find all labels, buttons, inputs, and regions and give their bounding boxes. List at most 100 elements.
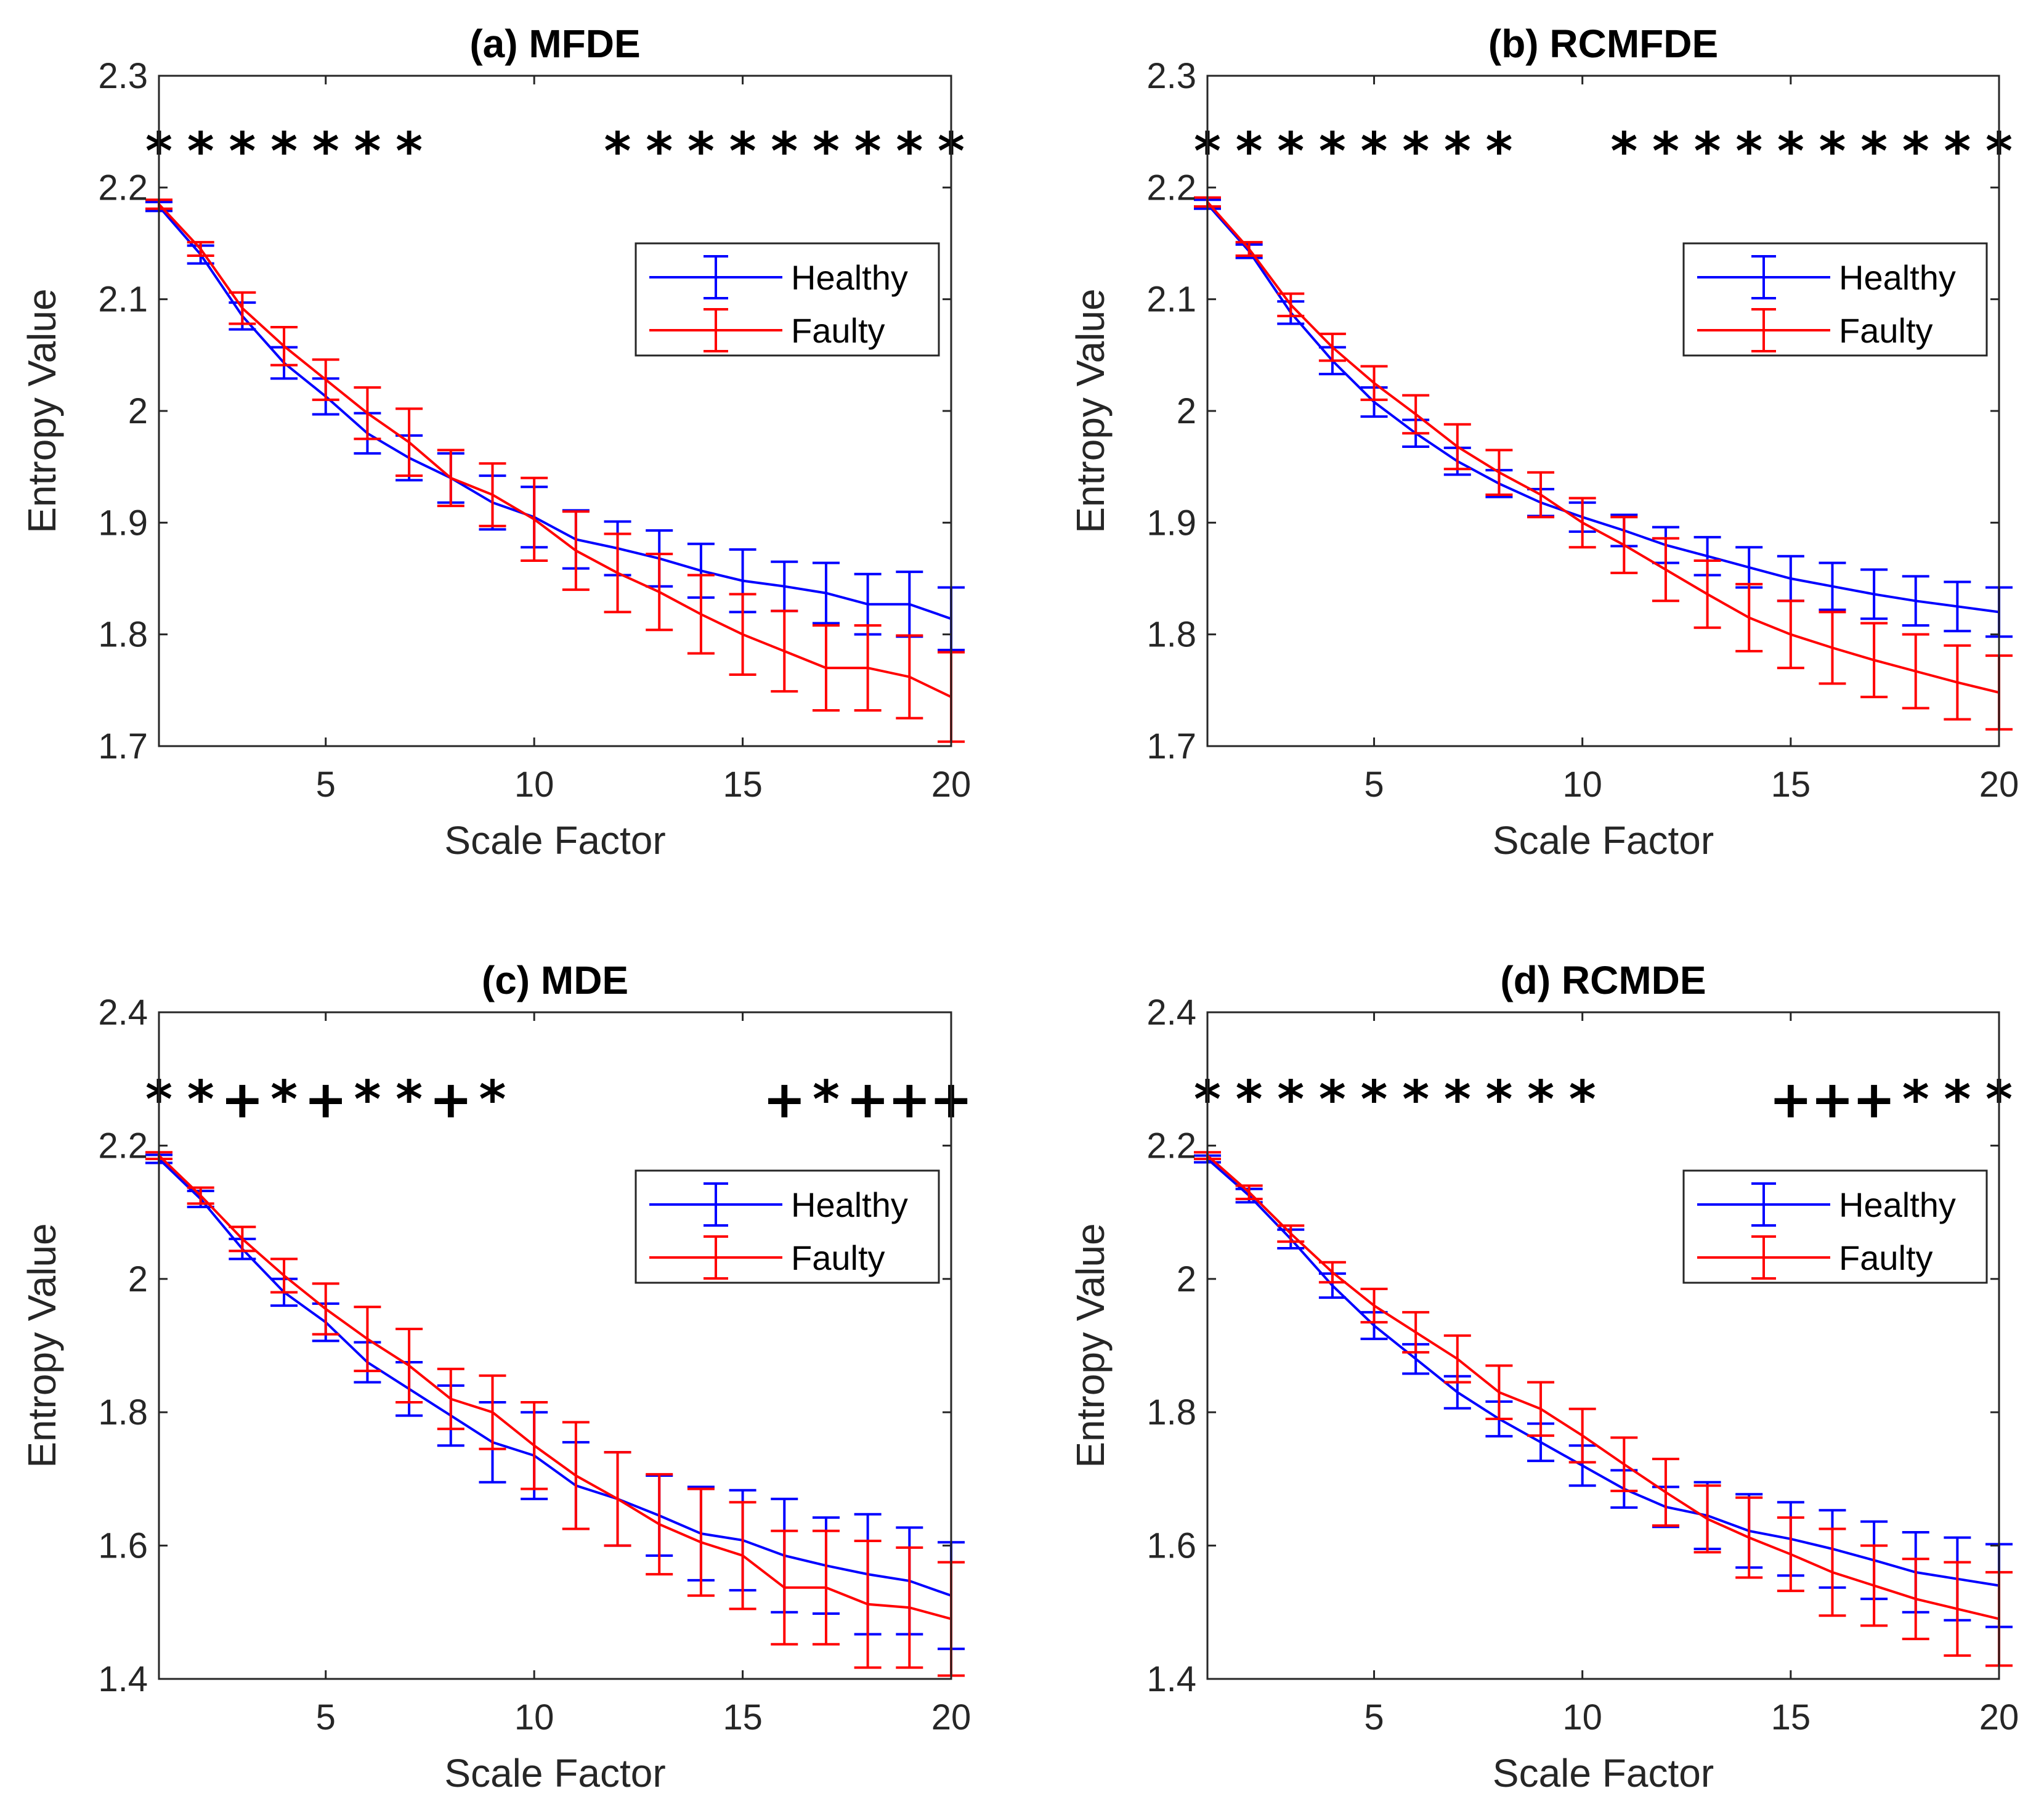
error-bar-faulty <box>1568 1407 1596 1464</box>
error-bar-faulty <box>270 1257 298 1294</box>
y-tick-label: 2 <box>128 1259 148 1299</box>
significance-marker: * <box>1361 121 1388 181</box>
error-bar-faulty <box>1819 611 1846 685</box>
y-tick-label: 2.2 <box>98 168 148 208</box>
y-tick-label: 2.3 <box>1146 56 1196 96</box>
significance-marker: + <box>763 1070 806 1130</box>
error-bar-faulty <box>1527 1381 1555 1437</box>
y-tick-label: 1.9 <box>98 503 148 543</box>
x-tick-label: 20 <box>1979 1697 2019 1737</box>
error-bar-faulty <box>1944 644 1971 721</box>
significance-marker: + <box>429 1070 472 1130</box>
error-bar-faulty <box>896 634 923 720</box>
error-bar-faulty <box>687 574 715 655</box>
plot-area <box>159 1012 951 1679</box>
error-bar-faulty <box>312 1282 339 1336</box>
error-bar-faulty <box>395 1327 423 1404</box>
error-bar-faulty <box>1693 1484 1721 1554</box>
error-bar-faulty <box>646 553 673 632</box>
error-bar-faulty <box>854 624 882 712</box>
panel-1: * * * * * * * * * * * * * * * * * *5 10 15 201.71.81.922.12.… <box>1068 22 2019 863</box>
significance-marker: * <box>395 1070 423 1130</box>
error-bar-faulty <box>479 462 506 527</box>
significance-marker: * <box>1610 121 1637 181</box>
significance-marker: * <box>1402 121 1429 181</box>
significance-marker: + <box>1852 1070 1896 1130</box>
error-bar-faulty <box>1277 292 1305 317</box>
error-bar-faulty <box>1652 1457 1679 1527</box>
y-tick-label: 1.8 <box>1146 1392 1196 1432</box>
error-bar-faulty <box>1777 1516 1804 1593</box>
significance-marker: * <box>1277 121 1304 181</box>
significance-marker: * <box>1944 121 1971 181</box>
error-bar-faulty <box>1235 241 1263 257</box>
y-tick-label: 1.8 <box>98 615 148 655</box>
error-bar-faulty <box>896 1546 923 1669</box>
legend-box <box>1682 242 1988 357</box>
legend: Healthy Faulty <box>635 242 940 357</box>
y-tick-label: 2.3 <box>98 56 148 96</box>
error-bar-faulty <box>1485 449 1513 496</box>
y-tick-label: 2.4 <box>98 993 148 1033</box>
legend-label-healthy: Healthy <box>791 1185 908 1224</box>
significance-marker: * <box>354 1070 381 1130</box>
legend: Healthy Faulty <box>1682 242 1988 357</box>
significance-marker: + <box>1811 1070 1854 1130</box>
error-bar-faulty <box>687 1487 715 1597</box>
significance-marker: * <box>1652 121 1679 181</box>
significance-marker: * <box>687 121 715 181</box>
significance-marker: * <box>1819 121 1846 181</box>
legend-label-faulty: Faulty <box>791 311 885 350</box>
error-bar-healthy <box>1944 580 1971 633</box>
x-tick-label: 20 <box>931 1697 971 1737</box>
y-tick-label: 1.6 <box>98 1526 148 1566</box>
error-bar-faulty <box>312 358 339 401</box>
chart-title: (a) MFDE <box>469 22 640 66</box>
significance-marker: * <box>1527 1070 1554 1130</box>
error-bar-faulty <box>1235 1184 1263 1200</box>
error-bar-faulty <box>1735 1496 1763 1579</box>
error-bar-faulty <box>1485 1364 1513 1421</box>
legend-box <box>1682 1169 1988 1284</box>
error-bar-faulty <box>562 1421 590 1530</box>
axes-box <box>158 1011 952 1680</box>
significance-marker: * <box>187 121 214 181</box>
significance-marker: * <box>1902 121 1929 181</box>
error-bar-faulty <box>1610 1436 1638 1492</box>
significance-marker: * <box>1236 1070 1263 1130</box>
error-bar-faulty <box>1402 1310 1430 1354</box>
panel-0: * * * * * * * * * * * * * * * *5 10 15 201.71.81.922.12.22… <box>20 22 971 863</box>
significance-marker: * <box>1402 1070 1429 1130</box>
error-bar-faulty <box>229 291 256 325</box>
significance-marker: * <box>813 1070 840 1130</box>
significance-marker: * <box>1361 1070 1388 1130</box>
error-bar-faulty <box>604 532 631 614</box>
error-bar-faulty <box>1277 1224 1305 1243</box>
error-bar-faulty <box>729 593 756 676</box>
significance-marker: * <box>1319 121 1346 181</box>
legend-label-faulty: Faulty <box>1839 311 1933 350</box>
significance-marker: + <box>1769 1070 1812 1130</box>
significance-marker: * <box>1236 121 1263 181</box>
error-bar-faulty <box>1652 537 1679 603</box>
y-tick-label: 2.1 <box>98 280 148 320</box>
error-bar-faulty <box>1568 497 1596 549</box>
significance-marker: * <box>479 1070 506 1130</box>
error-bar-faulty <box>1402 394 1430 435</box>
axes-box <box>1206 1011 2000 1680</box>
x-axis-label: Scale Factor <box>1493 1751 1714 1795</box>
x-tick-label: 5 <box>1364 1697 1384 1737</box>
x-tick-label: 15 <box>723 1697 763 1737</box>
error-bar-faulty <box>187 241 214 257</box>
y-tick-label: 2 <box>1177 391 1196 431</box>
plot-area <box>159 76 951 746</box>
error-bar-faulty <box>1902 1558 1929 1641</box>
error-bar-healthy <box>1819 561 1846 611</box>
x-tick-label: 5 <box>316 1697 336 1737</box>
error-bar-faulty <box>771 609 798 693</box>
significance-marker: * <box>813 121 840 181</box>
series-line-faulty <box>158 203 952 699</box>
error-bar-healthy <box>1902 575 1929 627</box>
error-bar-faulty <box>771 1529 798 1646</box>
error-bar-faulty <box>1944 1561 1971 1657</box>
